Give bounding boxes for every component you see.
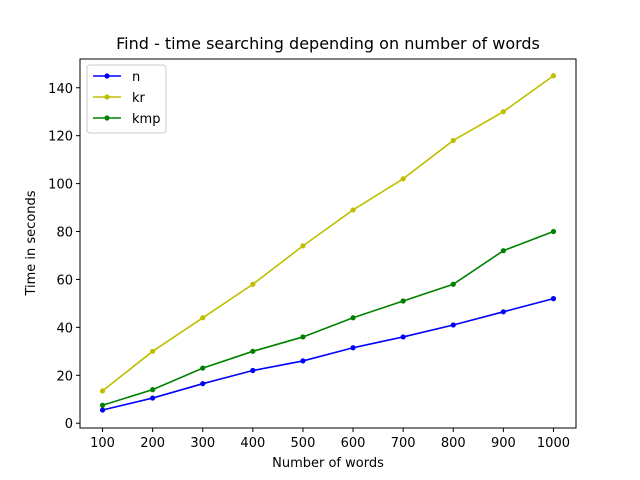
y-tick-label: 0: [65, 417, 73, 432]
legend-label-kmp: kmp: [132, 112, 160, 127]
data-point-kmp: [450, 281, 456, 287]
data-point-n: [200, 381, 206, 387]
x-tick-label: 600: [341, 436, 366, 451]
legend: n kr kmp: [86, 64, 167, 134]
data-point-n: [550, 296, 557, 302]
chart-title: Find - time searching depending on numbe…: [116, 34, 540, 53]
data-point-kr: [99, 388, 106, 394]
data-point-kr: [400, 176, 406, 182]
data-point-n: [150, 395, 156, 401]
axes-frame: [79, 58, 577, 429]
series-line-kr: [102, 75, 554, 392]
x-tick-label: 900: [491, 436, 516, 451]
data-point-n: [500, 309, 506, 315]
y-tick-label: 60: [56, 273, 73, 288]
data-point-kr: [200, 315, 206, 321]
x-axis-label: Number of words: [272, 456, 384, 471]
data-point-kmp: [550, 228, 557, 235]
x-tick-label: 700: [391, 436, 416, 451]
data-point-kmp: [500, 248, 506, 254]
data-point-n: [400, 334, 406, 340]
x-tick-label: 400: [240, 436, 265, 451]
data-point-kmp: [400, 298, 406, 304]
series-line-n: [102, 297, 554, 411]
y-tick-label: 140: [48, 82, 73, 97]
data-point-kmp: [150, 387, 156, 393]
data-point-kr: [250, 281, 256, 287]
x-tick-label: 1000: [537, 436, 570, 451]
data-point-kr: [350, 207, 356, 213]
data-point-n: [300, 358, 306, 364]
x-tick-label: 100: [90, 436, 115, 451]
data-point-kr: [300, 243, 306, 249]
x-axis: 100 200 300 400 500 600 700 800 900 1000: [90, 428, 570, 451]
y-tick-label: 40: [56, 321, 73, 336]
y-tick-label: 20: [56, 369, 73, 384]
x-tick-label: 300: [190, 436, 215, 451]
data-point-kr: [500, 109, 506, 115]
data-point-n: [250, 367, 256, 374]
legend-marker-n: [104, 73, 110, 79]
x-tick-label: 800: [441, 436, 466, 451]
data-point-kmp: [250, 348, 256, 354]
y-tick-label: 80: [56, 226, 73, 241]
data-point-kmp: [300, 334, 306, 340]
data-point-n: [99, 407, 106, 413]
data-point-n: [450, 322, 456, 328]
data-point-kr: [150, 348, 156, 354]
legend-marker-kr: [104, 94, 110, 100]
series-line-kmp: [102, 230, 554, 407]
y-axis: 0 20 40 60 80 100 120 140: [48, 82, 80, 432]
y-tick-label: 120: [48, 130, 73, 145]
x-tick-label: 200: [140, 436, 165, 451]
data-point-n: [350, 345, 356, 351]
data-point-kmp: [350, 315, 356, 321]
data-point-kmp: [99, 402, 106, 408]
y-tick-label: 100: [48, 178, 73, 193]
series-layer: [99, 73, 557, 413]
data-point-kmp: [200, 365, 206, 371]
legend-marker-kmp: [104, 115, 110, 121]
legend-label-kr: kr: [132, 91, 146, 106]
data-point-kr: [550, 73, 557, 79]
x-tick-label: 500: [291, 436, 316, 451]
y-axis-label: Time in seconds: [24, 190, 39, 296]
legend-label-n: n: [132, 70, 140, 85]
data-point-kr: [450, 137, 456, 144]
